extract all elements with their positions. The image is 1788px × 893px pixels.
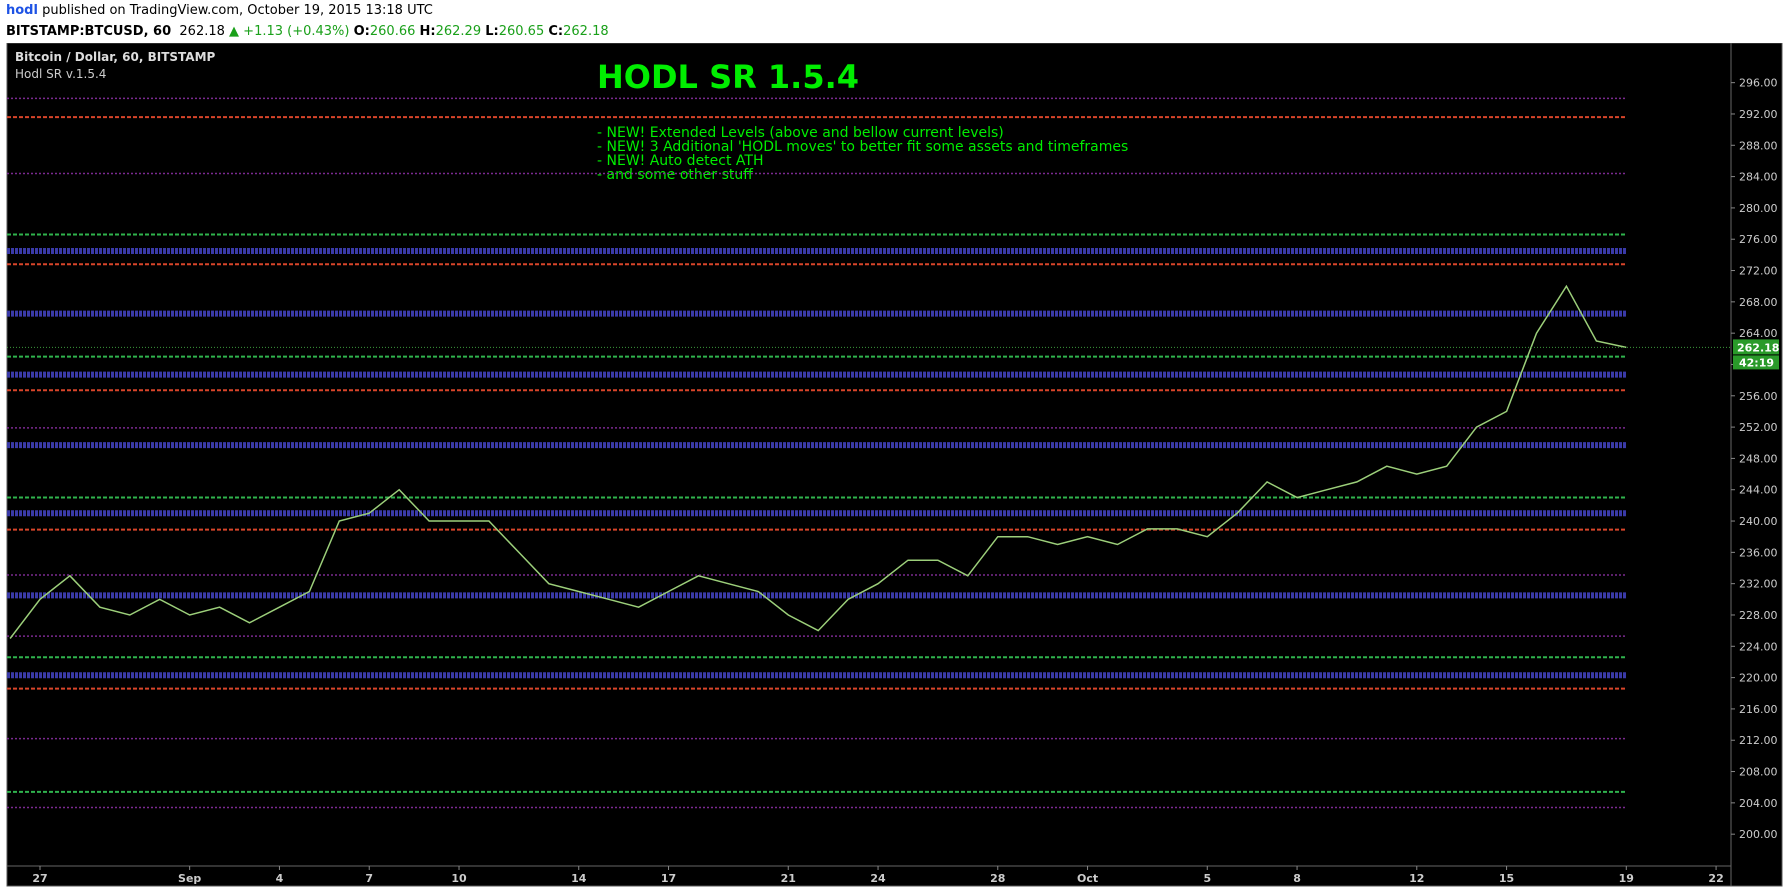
- x-tick-label: 8: [1293, 872, 1301, 885]
- y-tick-label: 296.00: [1739, 77, 1778, 90]
- y-tick-label: 292.00: [1739, 108, 1778, 121]
- y-tick-label: 264.00: [1739, 327, 1778, 340]
- y-tick-label: 204.00: [1739, 797, 1778, 810]
- x-tick-label: 28: [990, 872, 1005, 885]
- y-tick-label: 244.00: [1739, 484, 1778, 497]
- x-tick-label: 22: [1708, 872, 1723, 885]
- annotation: - NEW! Auto detect ATH: [597, 153, 764, 169]
- y-tick-label: 280.00: [1739, 202, 1778, 215]
- x-tick-label: 21: [781, 872, 796, 885]
- x-tick-label: Oct: [1077, 872, 1098, 885]
- change: ▲ +1.13 (+0.43%): [229, 24, 350, 39]
- annotation-title: HODL SR 1.5.4: [597, 58, 859, 96]
- y-tick-label: 248.00: [1739, 452, 1778, 465]
- y-tick-label: 220.00: [1739, 672, 1778, 685]
- author[interactable]: hodl: [6, 3, 38, 18]
- header: hodl published on TradingView.com, Octob…: [0, 0, 1788, 43]
- x-tick-label: 4: [276, 872, 284, 885]
- price: 262.18: [179, 24, 225, 39]
- x-tick-label: 17: [661, 872, 676, 885]
- plot-bg: [6, 43, 1783, 887]
- annotation: - and some other stuff: [597, 167, 753, 183]
- ohlc: 262.18: [563, 24, 609, 39]
- price-tag-label: 262.18: [1737, 341, 1779, 354]
- annotation: - NEW! Extended Levels (above and bellow…: [597, 125, 1004, 141]
- ohlc: 260.66: [369, 24, 416, 39]
- y-tick-label: 256.00: [1739, 390, 1778, 403]
- y-tick-label: 276.00: [1739, 233, 1778, 246]
- x-tick-label: 7: [365, 872, 373, 885]
- legend-title: Bitcoin / Dollar, 60, BITSTAMP: [15, 50, 216, 64]
- y-tick-label: 252.00: [1739, 421, 1778, 434]
- y-tick-label: 272.00: [1739, 265, 1778, 278]
- x-tick-label: 15: [1499, 872, 1514, 885]
- x-tick-label: 12: [1409, 872, 1424, 885]
- x-tick-label: 27: [32, 872, 47, 885]
- y-tick-label: 224.00: [1739, 640, 1778, 653]
- y-tick-label: 232.00: [1739, 578, 1778, 591]
- y-tick-label: 212.00: [1739, 734, 1778, 747]
- x-tick-label: Sep: [178, 872, 201, 885]
- header-row: hodl published on TradingView.com, Octob…: [6, 0, 1788, 21]
- y-tick-label: 284.00: [1739, 171, 1778, 184]
- y-tick-label: 216.00: [1739, 703, 1778, 716]
- countdown: 42:19: [1739, 356, 1774, 369]
- y-tick-label: 200.00: [1739, 828, 1778, 841]
- price-line: [9, 284, 1627, 639]
- ohlc: 262.29: [435, 24, 482, 39]
- y-tick-label: 236.00: [1739, 546, 1778, 559]
- published: published on TradingView.com, October 19…: [42, 3, 433, 18]
- y-tick-label: 268.00: [1739, 296, 1778, 309]
- indicator-name: Hodl SR v.1.5.4: [15, 67, 106, 81]
- annotation: - NEW! 3 Additional 'HODL moves' to bett…: [597, 139, 1128, 155]
- countdown-tag: [1733, 355, 1779, 370]
- x-tick-label: 24: [870, 872, 886, 885]
- x-tick-label: 10: [451, 872, 467, 885]
- ohlc: 260.65: [498, 24, 545, 39]
- x-tick-label: 5: [1203, 872, 1211, 885]
- x-tick-label: 19: [1619, 872, 1634, 885]
- x-tick-label: 14: [571, 872, 587, 885]
- symbol: BITSTAMP:BTCUSD, 60: [6, 24, 172, 39]
- y-tick-label: 288.00: [1739, 139, 1778, 152]
- chart: Bitcoin / Dollar, 60, BITSTAMP Hodl SR v…: [0, 43, 1788, 893]
- y-tick-label: 228.00: [1739, 609, 1778, 622]
- ohlc-label: H:: [419, 24, 436, 39]
- header-row: BITSTAMP:BTCUSD, 60 262.18 ▲ +1.13 (+0.4…: [6, 21, 1788, 42]
- ohlc-label: O:: [353, 24, 370, 39]
- ohlc-label: L:: [485, 24, 499, 39]
- ohlc-label: C:: [548, 24, 564, 39]
- y-tick-label: 208.00: [1739, 766, 1778, 779]
- price-tag: [1733, 339, 1779, 355]
- y-tick-label: 240.00: [1739, 515, 1778, 528]
